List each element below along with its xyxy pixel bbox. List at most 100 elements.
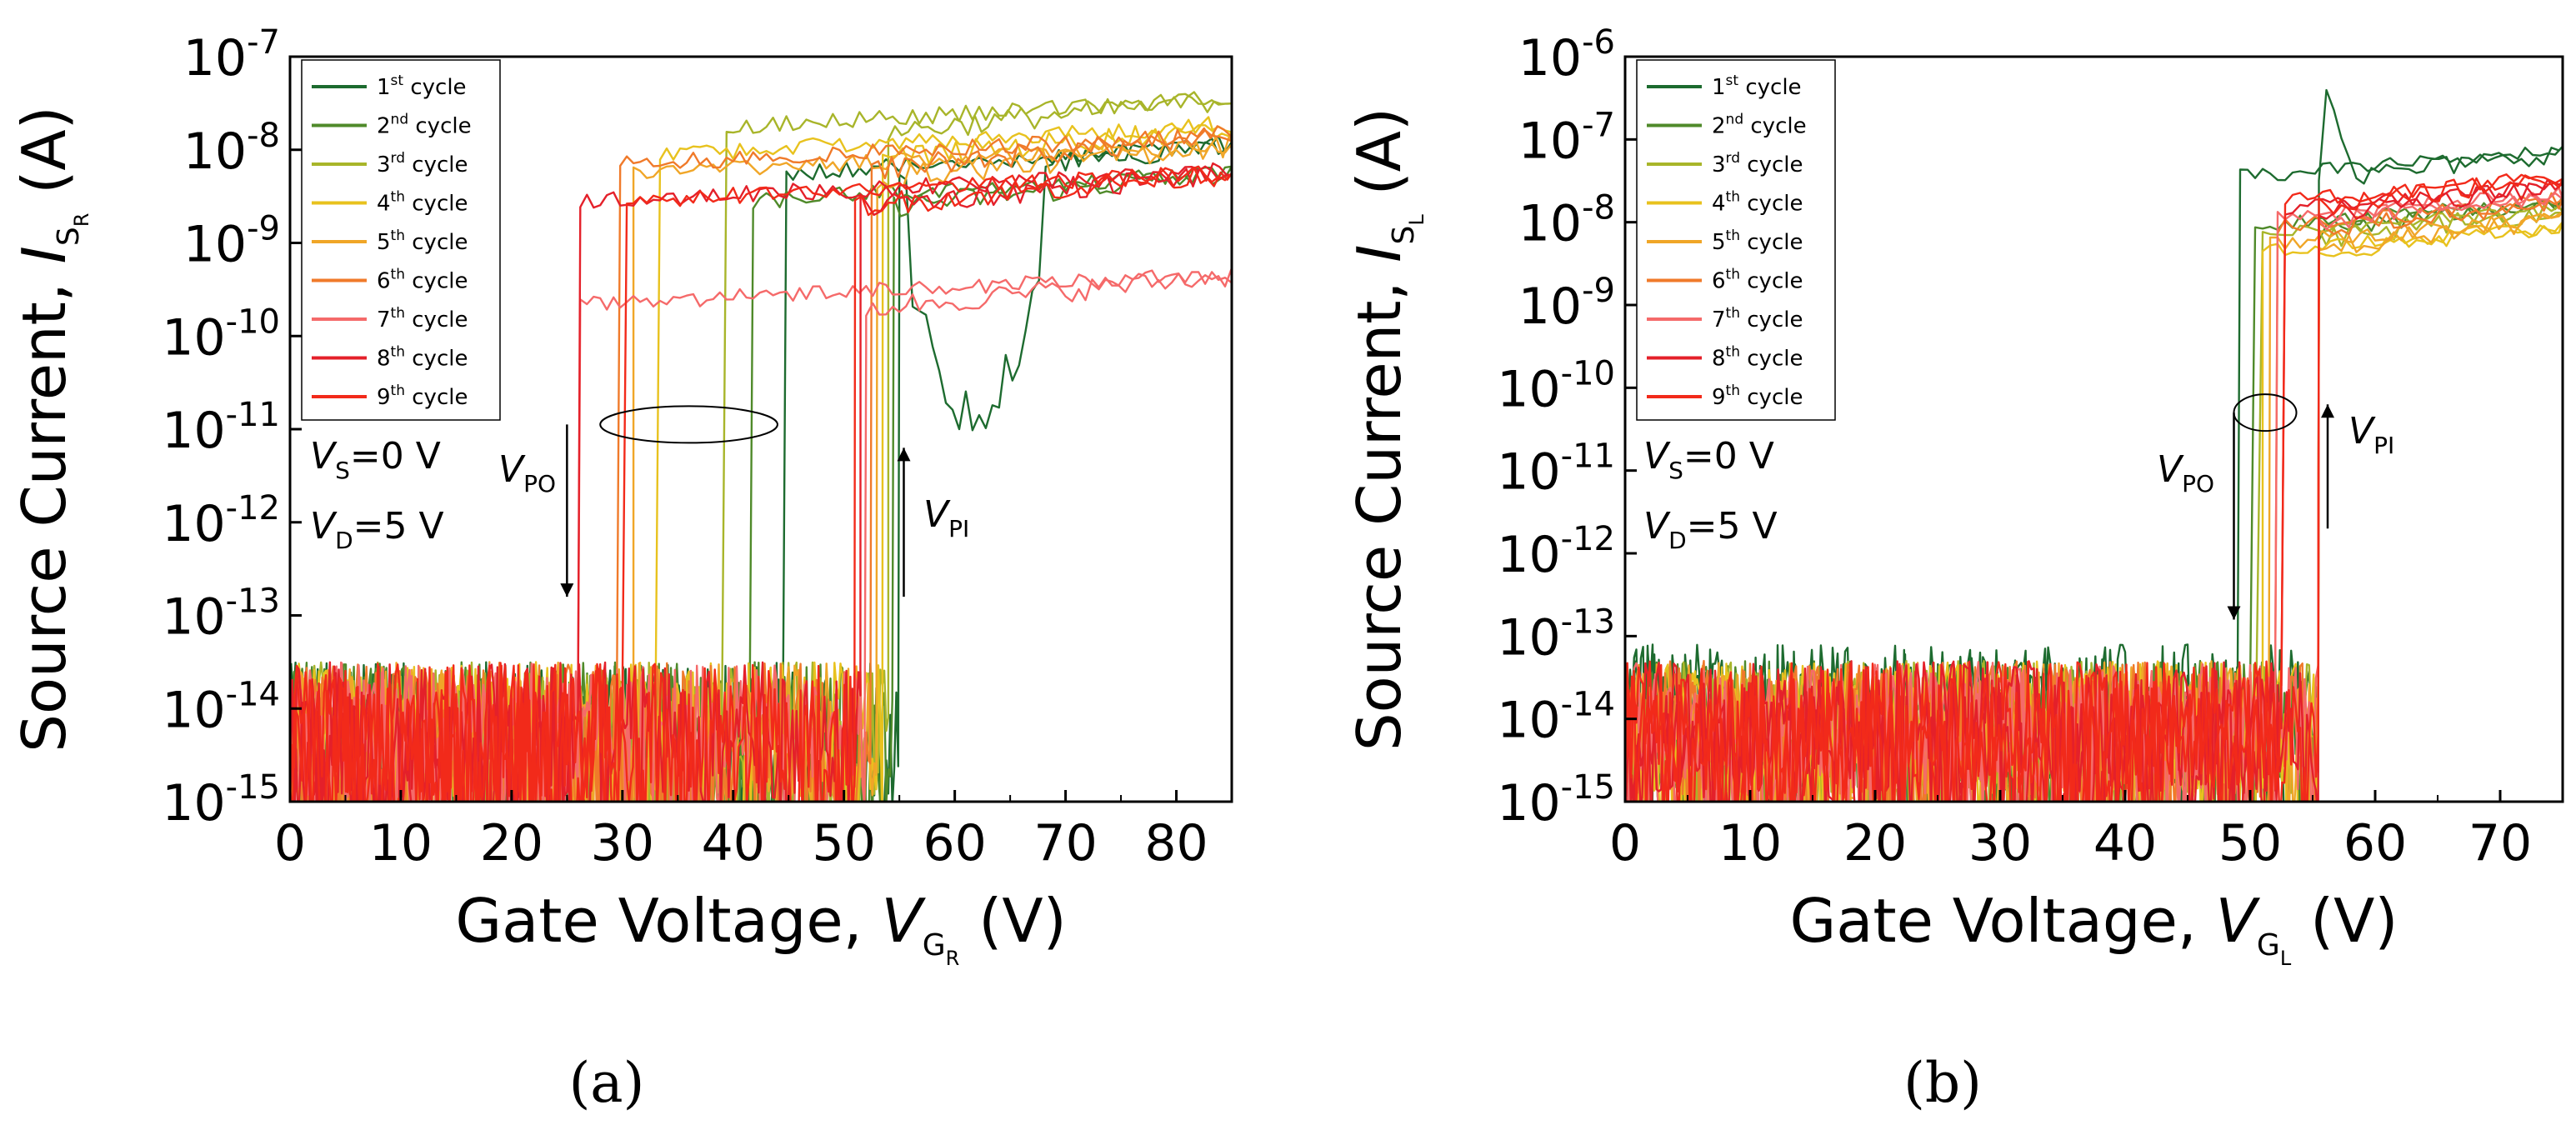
legend-word: cycle [1740,347,1803,372]
y-tick-base: 10 [183,29,247,88]
y-tick-exponent: -11 [1561,438,1615,476]
legend-word: cycle [405,347,468,372]
y-tick-exponent: -6 [1582,23,1615,62]
x-tick-label: 40 [702,814,765,872]
vpi-var: V [2348,410,2376,452]
x-tick-label: 70 [1033,814,1097,872]
x-tick-label: 10 [369,814,433,872]
y-tick-base: 10 [162,588,225,647]
panel-caption: (b) [1903,1051,1982,1115]
y-tick-label: 10-7 [1518,106,1615,170]
x-tick-label: 60 [923,814,986,872]
legend-word: cycle [405,192,468,217]
legend-num: 9 [377,385,391,410]
y-label-unit: (A) [1344,108,1414,214]
y-tick-exponent: -13 [1561,602,1615,641]
vpo-sub: PO [523,470,556,498]
y-tick-exponent: -15 [226,768,280,807]
vpo-label: VPO [498,448,556,498]
y-label-subsub: R [70,213,93,228]
x-label-var: V [881,886,926,956]
y-tick-label: 10-11 [162,396,280,460]
vs-sub: S [1668,457,1683,484]
vd-sub: D [335,527,353,554]
legend-label-8: 8th cycle [377,344,468,372]
y-tick-exponent: -12 [1561,520,1615,558]
x-tick-label: 30 [591,814,654,872]
legend-label-5: 5th cycle [377,228,468,255]
vpi-sub: PI [2373,432,2394,459]
vpo-arrow-head [2227,606,2241,620]
y-axis-label: Source Current, ISL (A) [1344,108,1428,751]
x-tick-label: 0 [274,814,306,872]
y-tick-label: 10-15 [1497,768,1615,832]
x-label-sub: G [2257,928,2280,962]
vpi-arrow-head [897,448,911,462]
x-tick-label: 50 [813,814,876,872]
vs-var: V [1643,435,1671,478]
x-label-var: V [2216,886,2261,956]
legend-num: 4 [1712,192,1726,217]
legend-label-3: 3rd cycle [1712,150,1803,178]
legend-label-4: 4th cycle [377,189,468,217]
y-tick-label: 10-14 [162,675,280,739]
legend-num: 3 [377,152,391,178]
legend-num: 4 [377,192,391,217]
y-tick-base: 10 [1518,112,1582,170]
legend-num: 1 [1712,75,1726,100]
legend-label-2: 2nd cycle [1712,112,1807,139]
vpi-label: VPI [923,493,969,542]
legend-word: cycle [1740,308,1803,332]
y-tick-label: 10-11 [1497,438,1615,502]
legend-word: cycle [1738,75,1801,100]
legend-word: cycle [1740,230,1803,255]
y-tick-exponent: -13 [226,582,280,621]
legend-num: 5 [1712,230,1726,255]
legend-word: cycle [405,269,468,294]
legend-label-9: 9th cycle [377,382,468,410]
plot-frame [1623,55,2564,803]
legend-word: cycle [405,152,468,178]
legend-num: 2 [377,114,391,139]
legend-sup: th [391,228,405,244]
legend-num: 6 [377,269,391,294]
y-tick-base: 10 [162,774,225,832]
x-axis-label: Gate Voltage, VGR (V) [455,886,1066,970]
y-tick-exponent: -14 [226,675,280,713]
y-tick-label: 10-10 [162,302,280,367]
y-tick-exponent: -14 [1561,686,1615,724]
y-tick-base: 10 [1497,608,1560,667]
vd-var: V [1643,505,1671,548]
y-axis-label: Source Current, ISR (A) [9,106,93,752]
y-label-unit: (A) [9,106,79,212]
y-tick-label: 10-7 [183,23,280,88]
legend-word: cycle [1740,192,1803,217]
y-tick-base: 10 [183,122,247,181]
legend-label-9: 9th cycle [1712,382,1803,410]
vd-annotation: VD=5 V [1643,505,1778,554]
y-label-sub: S [52,227,86,246]
y-tick-exponent: -7 [1582,106,1615,144]
y-tick-label: 10-13 [1497,602,1615,667]
y-label-main: Source Current, [1344,262,1414,751]
legend-label-2: 2nd cycle [377,112,472,139]
legend-num: 2 [1712,114,1726,139]
x-label-subsub: L [2280,947,2292,970]
series-line-9 [1625,173,2563,802]
legend-sup: th [1726,344,1740,361]
legend-word: cycle [405,230,468,255]
legend-num: 6 [1712,269,1726,294]
y-label-sub: S [1387,226,1421,245]
legend-sup: th [391,267,405,283]
legend-label-7: 7th cycle [1712,305,1803,332]
vpi-sub: PI [948,515,969,542]
legend-word: cycle [405,308,468,332]
y-tick-exponent: -9 [1582,272,1615,310]
legend-sup: rd [391,150,405,167]
x-label-sub: G [923,928,946,962]
y-tick-base: 10 [1497,360,1560,418]
vd-text: =5 V [1687,505,1778,548]
legend-label-1: 1st cycle [377,72,467,100]
legend-sup: th [391,305,405,322]
vs-sub: S [335,457,350,484]
